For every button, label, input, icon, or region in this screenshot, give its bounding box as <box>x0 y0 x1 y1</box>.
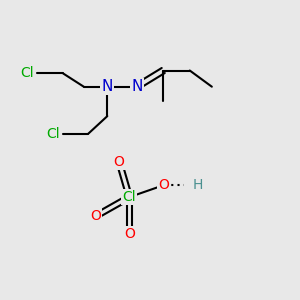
Text: O: O <box>114 155 124 169</box>
Text: O: O <box>90 209 101 223</box>
Text: H: H <box>193 178 203 192</box>
Text: Cl: Cl <box>20 66 34 80</box>
Text: Cl: Cl <box>123 190 136 204</box>
Text: O: O <box>124 227 135 241</box>
Text: Cl: Cl <box>46 127 60 141</box>
Text: N: N <box>131 79 142 94</box>
Text: N: N <box>102 79 113 94</box>
Text: O: O <box>158 178 169 192</box>
